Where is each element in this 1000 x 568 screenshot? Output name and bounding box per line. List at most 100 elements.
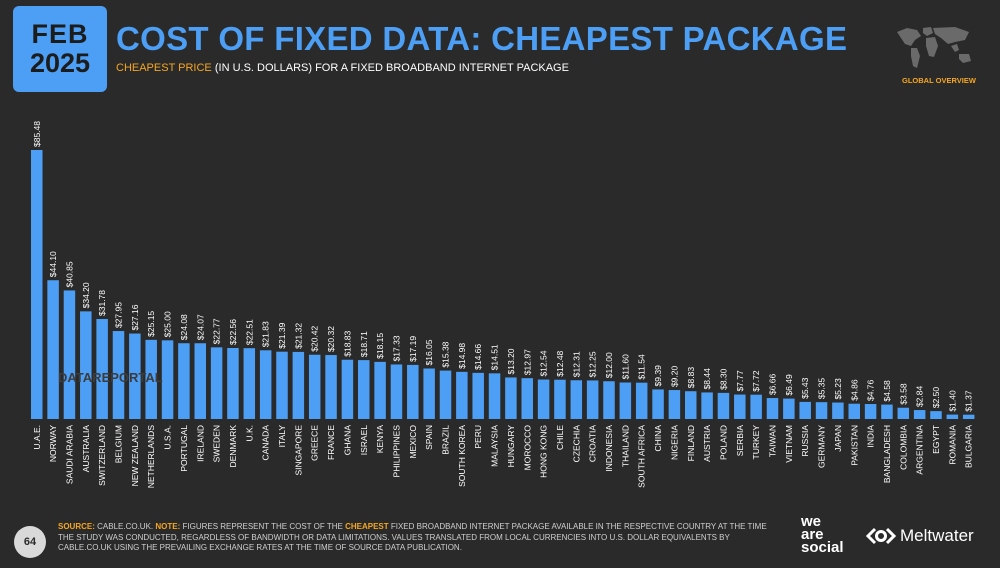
category-label: SAUDI ARABIA xyxy=(64,425,74,484)
bar-ireland xyxy=(194,343,206,419)
bar-australia xyxy=(80,311,92,419)
bar-singapore xyxy=(292,351,305,419)
category-label: HUNGARY xyxy=(506,425,516,468)
bar-canada xyxy=(259,350,272,419)
value-label: $7.77 xyxy=(735,370,745,392)
bar-new-zealand xyxy=(129,333,141,419)
bar-romania xyxy=(946,414,959,419)
value-label: $12.48 xyxy=(555,350,565,376)
bar-peru xyxy=(472,372,484,419)
bar-switzerland xyxy=(96,318,108,419)
category-label: BRAZIL xyxy=(441,425,451,455)
bar-mexico xyxy=(407,364,419,419)
category-label: MOROCCO xyxy=(522,425,532,471)
category-label: POLAND xyxy=(718,425,728,460)
bar-serbia xyxy=(734,394,746,419)
value-label: $12.00 xyxy=(604,352,614,378)
value-label: $24.07 xyxy=(195,314,205,340)
category-label: SWEDEN xyxy=(212,425,222,462)
value-label: $5.35 xyxy=(817,378,827,400)
page-number: 64 xyxy=(14,526,46,558)
category-label: GERMANY xyxy=(817,425,827,468)
value-label: $31.78 xyxy=(97,290,107,316)
category-label: NORWAY xyxy=(48,425,58,462)
category-label: RUSSIA xyxy=(800,425,810,457)
bar-nigeria xyxy=(668,390,681,419)
value-label: $25.00 xyxy=(163,311,173,337)
subtitle-highlight: CHEAPEST PRICE xyxy=(116,62,212,74)
note-text-1: FIGURES REPRESENT THE COST OF THE xyxy=(182,522,343,531)
note-label: NOTE: xyxy=(155,522,181,531)
value-label: $5.43 xyxy=(800,377,810,399)
bar-germany xyxy=(815,402,828,419)
category-label: EGYPT xyxy=(931,425,941,454)
bar-norway xyxy=(47,280,59,419)
value-label: $11.60 xyxy=(620,354,630,380)
category-label: SOUTH KOREA xyxy=(457,425,467,487)
category-label: BANGLADESH xyxy=(882,425,892,483)
value-label: $14.51 xyxy=(490,344,500,370)
badge-year: 2025 xyxy=(29,47,91,78)
category-label: CHINA xyxy=(653,425,663,452)
bar-taiwan xyxy=(766,398,779,419)
value-label: $2.50 xyxy=(931,387,941,409)
bar-japan xyxy=(832,402,844,419)
world-map-icon xyxy=(897,27,971,68)
value-label: $2.84 xyxy=(915,386,925,408)
category-label: U.A.E. xyxy=(32,425,42,450)
value-label: $12.97 xyxy=(522,349,532,375)
value-label: $22.56 xyxy=(228,319,238,345)
value-label: $27.16 xyxy=(130,304,140,330)
value-label: $5.23 xyxy=(833,378,843,400)
category-label: HONG KONG xyxy=(539,425,549,478)
bar-belgium xyxy=(112,331,125,419)
bar-hong-kong xyxy=(537,379,550,419)
value-label: $17.33 xyxy=(391,335,401,361)
value-label: $16.05 xyxy=(424,339,434,365)
bar-turkey xyxy=(750,394,762,419)
category-label: INDONESIA xyxy=(604,425,614,472)
value-label: $20.42 xyxy=(310,325,320,351)
badge-month: FEB xyxy=(31,18,89,49)
value-label: $1.40 xyxy=(947,390,957,412)
value-label: $21.39 xyxy=(277,322,287,348)
bar-u-a-e- xyxy=(31,150,43,419)
category-label: CROATIA xyxy=(588,425,598,462)
source-label: SOURCE: xyxy=(58,522,95,531)
category-label: SPAIN xyxy=(424,425,434,450)
category-label: COLOMBIA xyxy=(898,425,908,470)
category-label: DENMARK xyxy=(228,425,238,468)
category-label: ROMANIA xyxy=(947,425,957,465)
value-label: $22.51 xyxy=(244,319,254,345)
bar-croatia xyxy=(586,380,599,419)
category-label: NEW ZEALAND xyxy=(130,425,140,486)
bar-denmark xyxy=(227,348,239,419)
bar-spain xyxy=(423,368,435,419)
source-note: SOURCE: CABLE.CO.UK. NOTE: FIGURES REPRE… xyxy=(58,522,778,554)
category-label: IRELAND xyxy=(195,425,205,462)
value-label: $14.98 xyxy=(457,343,467,369)
bar-portugal xyxy=(178,343,190,419)
value-label: $12.25 xyxy=(588,351,598,377)
category-label: MEXICO xyxy=(408,425,418,459)
value-label: $27.95 xyxy=(114,302,124,328)
category-label: NETHERLANDS xyxy=(146,425,156,489)
category-label: KENYA xyxy=(375,425,385,454)
category-label: PORTUGAL xyxy=(179,425,189,472)
category-label: GHANA xyxy=(342,425,352,456)
value-label: $6.66 xyxy=(768,373,778,395)
value-label: $9.20 xyxy=(669,366,679,388)
bars-layer: $85.48 U.A.E. $44.10 NORWAY $40.85 SAUDI ARAB… xyxy=(31,121,975,489)
category-label: BULGARIA xyxy=(964,425,974,468)
bar-greece xyxy=(308,354,321,419)
category-label: CANADA xyxy=(261,425,271,461)
category-label: SWITZERLAND xyxy=(97,425,107,486)
value-label: $12.31 xyxy=(571,351,581,377)
bar-u-k- xyxy=(243,348,256,419)
category-label: THAILAND xyxy=(620,425,630,467)
bar-austria xyxy=(701,392,713,419)
logo-line-1: we xyxy=(801,513,822,530)
value-label: $4.76 xyxy=(866,379,876,401)
bar-kenya xyxy=(374,361,386,419)
